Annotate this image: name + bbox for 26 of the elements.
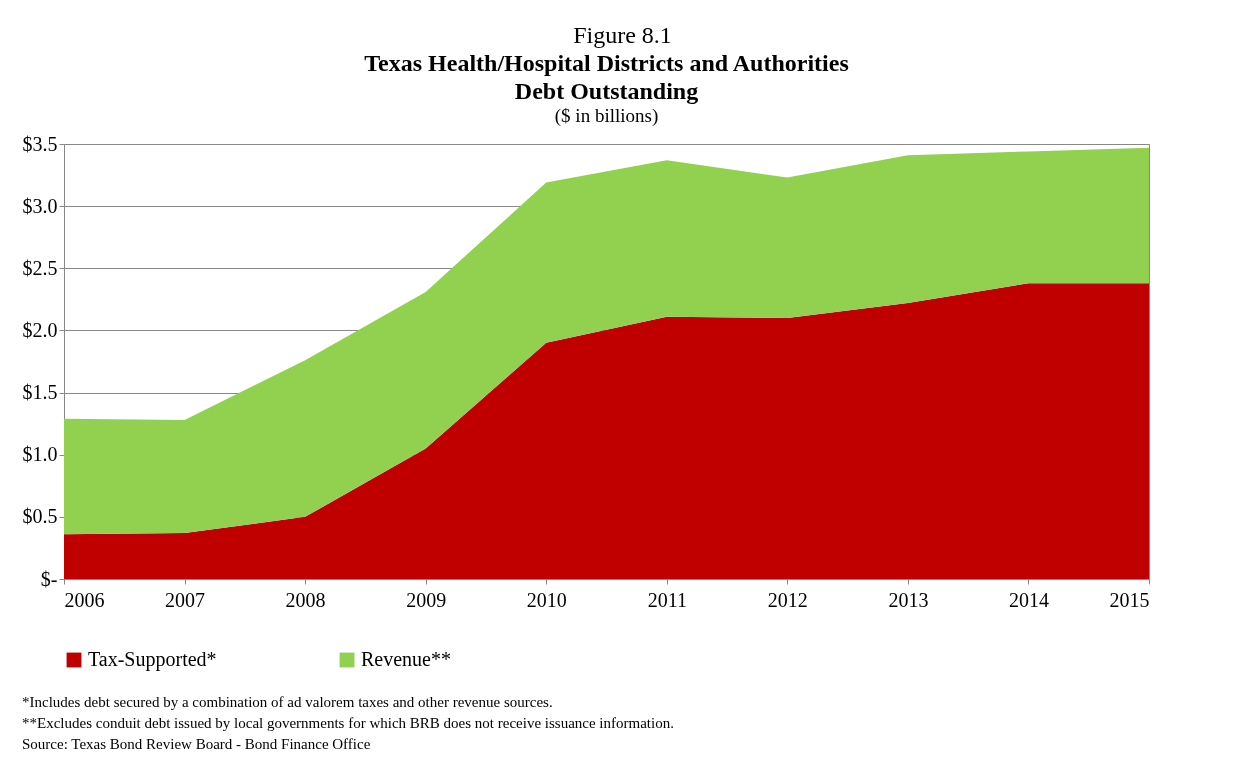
- x-tick-label: 2006: [64, 588, 105, 611]
- x-tick-label: 2012: [767, 588, 808, 611]
- text: **Excludes conduit debt issued by local governments for which BRB does not receive issuance information.: [22, 714, 674, 733]
- text: *Includes debt secured by a combination of ad valorem taxes and other revenue sources.: [22, 693, 554, 712]
- y-tick-label: $2.5: [22, 256, 58, 279]
- x-tick-label: 2011: [647, 588, 687, 611]
- y-tick-label: $3.0: [22, 194, 58, 217]
- y-tick-label: $-: [40, 567, 58, 590]
- x-tick-label: 2007: [165, 588, 206, 611]
- y-tick-label: $1.0: [22, 443, 58, 466]
- x-tick-label: 2014: [1008, 588, 1049, 611]
- legend-label: Revenue**: [361, 648, 451, 670]
- x-tick-label: 2013: [888, 588, 929, 611]
- x-tick-label: 2009: [406, 588, 447, 611]
- x-tick-label: 2015: [1109, 588, 1150, 611]
- x-tick-label: 2008: [285, 588, 326, 611]
- caption: Figure 8.1: [573, 22, 672, 48]
- legend-label: Tax-Supported*: [88, 648, 217, 671]
- y-tick-label: $2.0: [22, 318, 58, 341]
- chart-title: Texas Health/Hospital Districts and Authorities Debt Outstanding: [364, 50, 849, 104]
- source-note: Source: Texas Bond Review Board - Bond Finance Office: [22, 735, 372, 754]
- x-tick-label: 2010: [526, 588, 567, 611]
- y-tick-label: $1.5: [22, 381, 58, 404]
- y-tick-label: $3.5: [22, 132, 58, 155]
- chart-subtitle: ($ in billions): [554, 105, 659, 127]
- y-tick-label: $0.5: [22, 505, 58, 528]
